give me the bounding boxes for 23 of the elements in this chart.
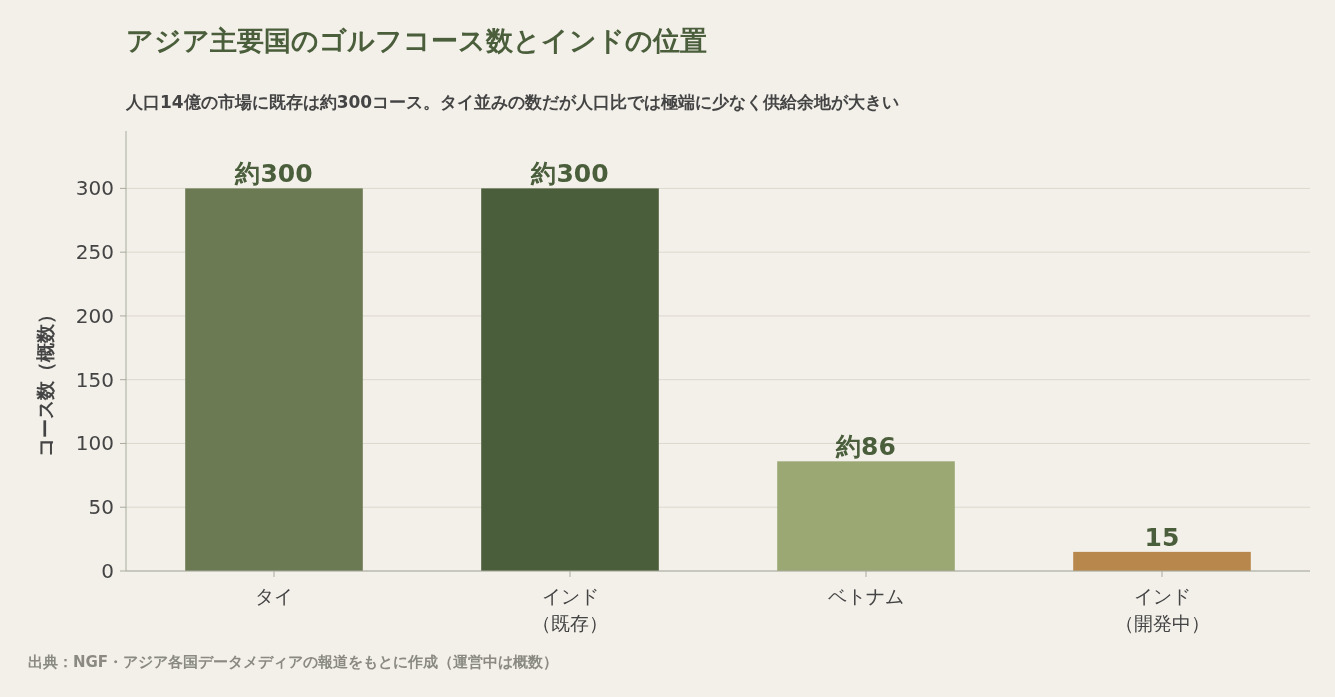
bar bbox=[777, 461, 955, 571]
x-tick-label: インド（既存） bbox=[532, 585, 608, 634]
y-tick-label: 300 bbox=[75, 176, 114, 201]
data-label: 約86 bbox=[835, 432, 896, 462]
data-label: 約300 bbox=[530, 159, 609, 189]
y-tick-label: 200 bbox=[75, 303, 114, 328]
x-tick-label: インド（開発中） bbox=[1114, 585, 1210, 634]
data-label: 約300 bbox=[234, 159, 313, 189]
y-tick-label: 100 bbox=[75, 431, 114, 456]
x-tick-label: ベトナム bbox=[828, 585, 904, 607]
y-tick-label: 250 bbox=[75, 240, 114, 265]
source-note: 出典：NGF・アジア各国データメディアの報道をもとに作成（運営中は概数） bbox=[28, 653, 559, 671]
bar bbox=[185, 188, 363, 571]
data-label: 15 bbox=[1144, 522, 1180, 552]
y-tick-label: 0 bbox=[101, 559, 114, 583]
y-axis-title: コース数（概数） bbox=[34, 305, 56, 457]
y-tick-label: 150 bbox=[75, 367, 114, 392]
y-tick-label: 50 bbox=[88, 495, 114, 520]
chart-title: アジア主要国のゴルフコース数とインドの位置 bbox=[126, 25, 707, 56]
chart-subtitle: 人口14億の市場に既存は約300コース。タイ並みの数だが人口比では極端に少なく供給余地が大きい bbox=[125, 92, 900, 112]
x-tick-label: タイ bbox=[255, 585, 293, 607]
bar bbox=[481, 188, 659, 571]
bar bbox=[1073, 551, 1251, 571]
